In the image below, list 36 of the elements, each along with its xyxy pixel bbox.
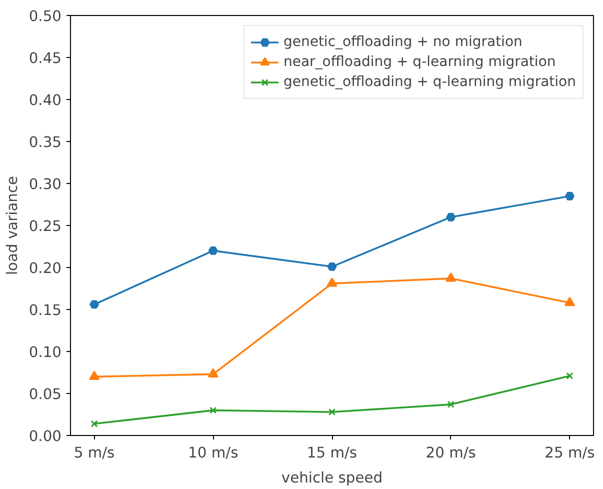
- y-tick-label: 0.10: [28, 344, 62, 361]
- point: [564, 192, 574, 200]
- x-tick-label: 20 m/s: [426, 444, 476, 462]
- y-tick-label: 0.05: [28, 386, 62, 403]
- x-axis-title: vehicle speed: [281, 470, 383, 486]
- point: [208, 368, 218, 378]
- point: [327, 262, 337, 271]
- y-tick-label: 0.50: [28, 8, 62, 25]
- point: [208, 246, 218, 255]
- x-tick-label: 5 m/s: [74, 444, 115, 462]
- legend-label: near_offloading + q-learning migration: [283, 54, 556, 70]
- y-tick-label: 0.00: [28, 428, 62, 445]
- y-tick-label: 0.15: [28, 302, 62, 319]
- y-tick-label: 0.40: [28, 92, 62, 109]
- point: [328, 408, 336, 416]
- point: [89, 370, 100, 380]
- point: [566, 372, 574, 380]
- point: [90, 420, 98, 428]
- y-axis-title: load variance: [4, 176, 21, 276]
- y-tick-label: 0.45: [28, 50, 62, 67]
- point: [326, 278, 338, 287]
- point: [210, 406, 217, 414]
- legend-label: genetic_offloading + no migration: [283, 34, 522, 50]
- y-tick-label: 0.35: [28, 134, 62, 151]
- legend-label: genetic_offloading + q-learning migration: [283, 74, 576, 90]
- point: [446, 212, 456, 222]
- y-tick-label: 0.25: [28, 218, 62, 235]
- point: [447, 400, 454, 408]
- point: [564, 296, 575, 306]
- point: [90, 300, 100, 309]
- x-tick-label: 10 m/s: [188, 444, 238, 462]
- point: [446, 272, 456, 282]
- y-tick-label: 0.20: [28, 260, 62, 277]
- x-tick-label: 25 m/s: [544, 444, 595, 462]
- y-tick-label: 0.30: [28, 176, 62, 193]
- x-tick-label: 15 m/s: [306, 444, 358, 462]
